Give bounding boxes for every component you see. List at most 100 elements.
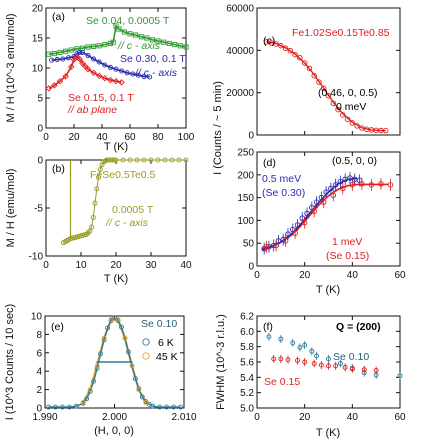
series-line-45k: [82, 318, 147, 404]
y-tick-label: 10: [32, 64, 44, 75]
data-point: [51, 82, 58, 89]
x-tick-label: 30: [145, 260, 157, 271]
series-label: Se 0.04, 0.0005 T: [86, 15, 170, 27]
data-point: [171, 404, 177, 410]
y-axis-label: FWHM (10^-3 r.l.u.): [215, 314, 227, 410]
data-point: [325, 93, 332, 99]
legend-6k: 6 K: [158, 337, 174, 349]
data-point: [287, 48, 294, 54]
x-axis-label: T (K): [316, 427, 340, 439]
data-point: [63, 48, 69, 54]
data-point: [302, 342, 308, 348]
panel-label: (a): [52, 11, 65, 23]
y-tick-label: 20000: [226, 88, 254, 99]
data-point: [91, 43, 97, 49]
data-point: [359, 125, 365, 131]
data-point: [87, 388, 93, 394]
data-point: [311, 208, 317, 215]
data-point: [62, 73, 69, 80]
series-line-1: [51, 51, 150, 78]
data-point: [183, 44, 189, 50]
data-point: [136, 387, 142, 393]
x-tick-label: 0: [43, 132, 49, 143]
data-point: [183, 157, 189, 163]
data-point: [166, 40, 172, 46]
data-point: [45, 85, 53, 92]
data-point: [106, 157, 112, 163]
data-point: [340, 185, 346, 192]
data-point: [107, 40, 113, 46]
data-point: [155, 38, 161, 44]
x-tick-label: 40: [180, 260, 192, 271]
data-point: [94, 186, 100, 192]
data-point: [135, 72, 141, 78]
data-point: [113, 157, 119, 163]
x-tick-label: 0: [43, 260, 49, 271]
data-point: [342, 176, 348, 183]
data-point: [149, 37, 155, 43]
data-point: [349, 182, 356, 188]
data-point: [304, 210, 310, 217]
data-point: [318, 362, 324, 368]
data-point: [97, 167, 103, 173]
data-point: [68, 47, 74, 53]
q-vector: (0.5, 0, 0): [332, 155, 377, 167]
data-point: [65, 55, 71, 61]
y-tick-label: 2: [36, 385, 42, 396]
data-point: [368, 182, 375, 188]
x-axis-label: (H, 0, 0): [94, 425, 134, 437]
data-point: [335, 106, 341, 113]
data-point: [112, 77, 120, 85]
y-tick-label: 5.6: [240, 358, 254, 369]
data-point: [266, 334, 272, 340]
data-point: [354, 123, 360, 129]
x-tick-label: 40: [347, 270, 359, 281]
data-point: [333, 363, 339, 369]
data-point: [84, 65, 92, 73]
y-tick-label: 6.2: [240, 312, 254, 323]
data-point: [301, 60, 308, 66]
data-point: [320, 199, 327, 205]
x-tick-label: 20: [68, 132, 80, 143]
series-label: Se 0.15, 0.1 T: [68, 92, 134, 104]
data-point: [130, 71, 136, 77]
series-sublabel: // c - axis: [105, 217, 149, 229]
data-point: [263, 244, 270, 250]
data-point: [141, 157, 147, 163]
data-point: [134, 157, 140, 163]
data-point: [124, 70, 130, 76]
data-point: [129, 363, 135, 369]
panel-d: 0 20 40 60 0 50 100 150 200 250 (d) (0.5, 0, 0) 0.5 …: [237, 148, 406, 297]
data-point: [330, 192, 337, 199]
series-label: Se 0.30, 0.1 T: [120, 53, 186, 65]
q-vector: (0.46, 0, 0.5): [318, 87, 378, 99]
y-tick-label: 0: [36, 404, 42, 415]
y-tick-label: 5.4: [240, 373, 254, 384]
data-point: [143, 400, 149, 405]
data-point: [297, 344, 303, 350]
y-tick-label: 200: [237, 170, 254, 181]
data-point: [273, 242, 279, 249]
data-point: [73, 403, 79, 409]
panel-label: (c): [263, 35, 275, 47]
y-tick-label: -10: [29, 252, 44, 263]
data-point: [139, 394, 145, 400]
data-point: [164, 404, 170, 410]
data-point: [77, 49, 83, 55]
data-point: [125, 349, 131, 355]
y-tick-label: 5.8: [240, 342, 254, 353]
data-point: [147, 74, 153, 80]
data-point: [113, 23, 119, 29]
y-tick-label: 60000: [226, 4, 254, 15]
legend-45k: 45 K: [156, 351, 178, 363]
y-axis-label: I (10^3 Counts / 10 sec): [4, 304, 16, 420]
series-label: 0.0005 T: [112, 204, 154, 216]
data-point: [57, 49, 63, 55]
series-label: 0.5 meV: [262, 173, 301, 185]
data-point: [273, 41, 279, 47]
data-point: [102, 62, 108, 68]
data-point: [54, 57, 60, 63]
series-sublabel: (Se 0.30): [262, 187, 305, 199]
data-point: [176, 157, 182, 163]
data-point: [101, 337, 107, 343]
